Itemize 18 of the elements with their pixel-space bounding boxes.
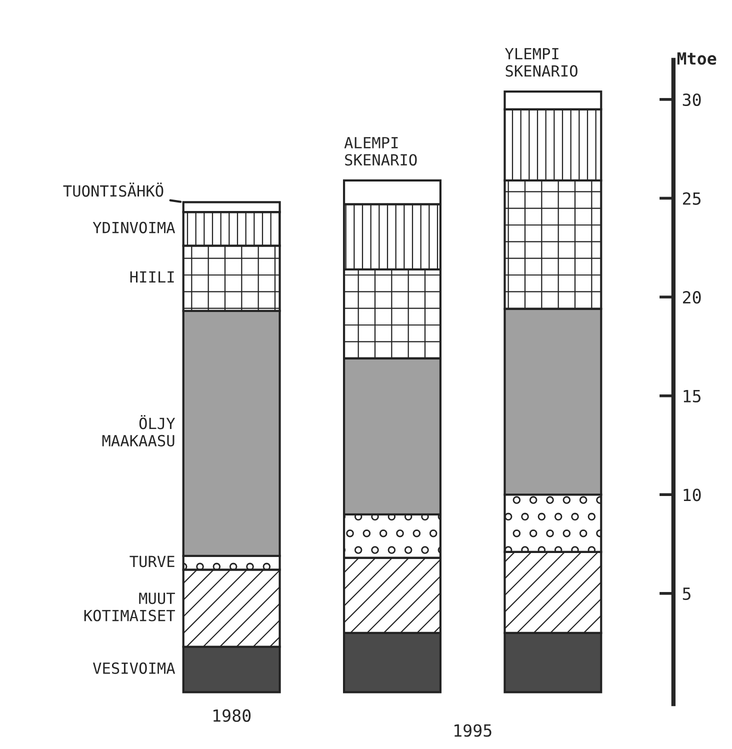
y-tick-label: 15 — [684, 390, 701, 402]
y-tick-label: 30 — [682, 93, 701, 106]
text: 1995 — [454, 724, 492, 737]
y-tick-label: 25 — [683, 192, 701, 205]
y-tick-label: 10 — [684, 488, 701, 502]
y-axis-title: Mtoe — [677, 52, 716, 65]
y-tick-label: 20 — [683, 291, 701, 304]
annotation: YLEMPI SKENARIO — [505, 48, 578, 77]
series-label: TUONTISÄHKÖ — [63, 182, 164, 197]
series-label: HIILI — [130, 271, 174, 283]
series-label: VESIVOIMA — [92, 662, 176, 674]
y-tick-label: 5 — [682, 588, 690, 600]
annotation: ALEMPI SKENARIO — [344, 137, 417, 166]
series-label: YDINVOIMA — [92, 222, 176, 234]
x-tick-label: 1980 — [213, 709, 251, 722]
series-label: ÖLJY MAAKAASU — [102, 415, 176, 446]
series-label: TURVE — [130, 556, 174, 568]
series-label: MUUT KOTIMAISET — [84, 592, 175, 622]
